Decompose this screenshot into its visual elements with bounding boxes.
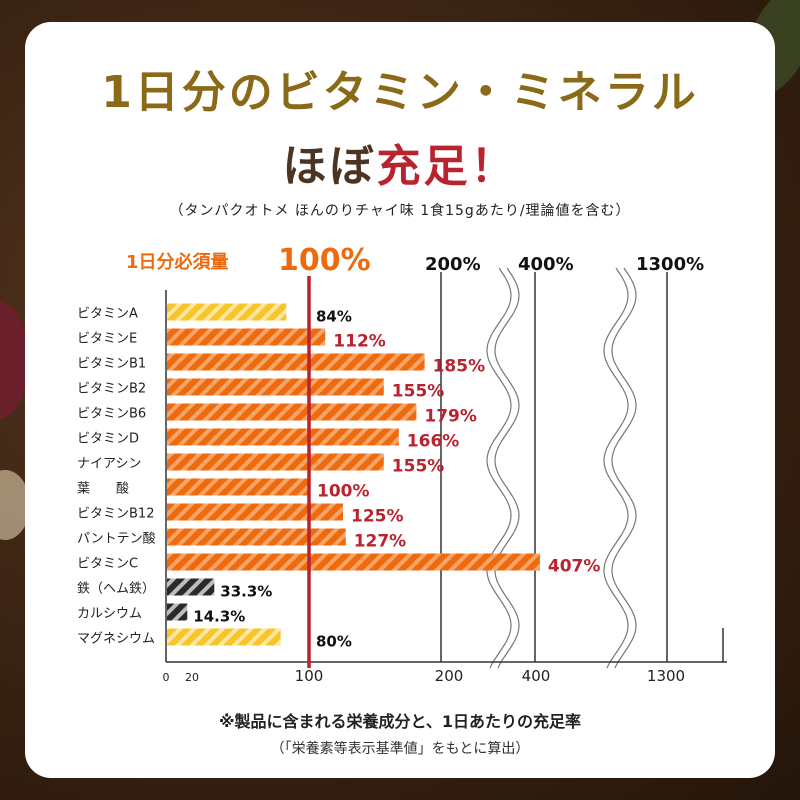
scale-label: 1300% xyxy=(636,254,704,275)
title-line-2: ほぼ充足！ xyxy=(25,130,775,194)
category-label: ビタミンC xyxy=(77,557,138,572)
bar xyxy=(167,428,399,446)
value-label: 112% xyxy=(333,332,386,352)
bar xyxy=(167,303,287,321)
value-label: 33.3% xyxy=(220,583,272,601)
title-prefix: ほぼ xyxy=(282,141,377,192)
break-band-1-edge-right xyxy=(494,267,520,669)
category-label: ビタミンA xyxy=(77,307,138,322)
category-label: ビタミンB12 xyxy=(77,507,154,522)
reference-label: 1日分必須量 xyxy=(126,251,229,273)
category-label: マグネシウム xyxy=(77,632,155,647)
value-label: 125% xyxy=(351,507,404,527)
value-label: 80% xyxy=(316,633,352,651)
bar xyxy=(167,453,384,471)
source-note: （「栄養素等表示基準値」をもとに算出） xyxy=(270,741,530,757)
bar xyxy=(167,578,215,596)
bar xyxy=(167,403,417,421)
x-tick-label: 400 xyxy=(522,667,551,685)
category-label: カルシウム xyxy=(77,607,142,622)
category-label: ビタミンD xyxy=(77,432,139,447)
bar xyxy=(167,503,343,521)
bar xyxy=(167,628,281,646)
value-label: 100% xyxy=(317,482,370,502)
category-label: ビタミンE xyxy=(77,332,137,347)
footnote: ※製品に含まれる栄養成分と、1日あたりの充足率 xyxy=(218,712,582,731)
subtitle: （タンパクオトメ ほんのりチャイ味 1食15gあたり/理論値を含む） xyxy=(169,203,631,219)
value-label: 185% xyxy=(433,357,486,377)
bar xyxy=(167,378,384,396)
value-label: 407% xyxy=(548,557,601,577)
x-tick-label: 1300 xyxy=(647,667,685,685)
scale-label: 400% xyxy=(518,254,574,275)
value-label: 179% xyxy=(424,407,477,427)
value-label: 14.3% xyxy=(193,608,245,626)
scale-label: 200% xyxy=(425,254,481,275)
title-suffix: ！ xyxy=(470,141,518,192)
bar xyxy=(167,353,425,371)
x-tick-label: 200 xyxy=(435,667,464,685)
value-label: 127% xyxy=(354,532,407,552)
category-label: パントテン酸 xyxy=(77,532,156,547)
bar xyxy=(167,528,346,546)
bar xyxy=(167,478,309,496)
value-label: 84% xyxy=(316,308,352,326)
category-label: 葉 酸 xyxy=(77,482,129,497)
infographic-card: 1日分のビタミン・ミネラル ほぼ充足！ （タンパクオトメ ほんのりチャイ味 1食… xyxy=(25,22,775,778)
x-tick-label: 20 xyxy=(185,671,199,684)
bar xyxy=(167,328,326,346)
break-band-1-gap xyxy=(486,265,520,671)
x-tick-label: 0 xyxy=(163,671,170,684)
x-tick-label: 100 xyxy=(295,667,324,685)
break-band-2-edge-right xyxy=(611,267,637,669)
bar xyxy=(167,553,540,571)
title-accent: 充足 xyxy=(376,141,471,192)
break-band-2-edge-left xyxy=(603,267,629,669)
break-band-2-gap xyxy=(603,265,637,671)
category-label: ビタミンB6 xyxy=(77,407,146,422)
value-label: 155% xyxy=(392,382,445,402)
break-band-1-edge-left xyxy=(486,267,512,669)
title-line-1: 1日分のビタミン・ミネラル xyxy=(101,67,699,118)
reference-value-label: 100% xyxy=(278,243,371,278)
category-label: ビタミンB1 xyxy=(77,357,146,372)
category-label: 鉄（ヘム鉄） xyxy=(77,582,155,597)
value-label: 166% xyxy=(407,432,460,452)
category-label: ナイアシン xyxy=(77,457,141,472)
value-label: 155% xyxy=(392,457,445,477)
bar xyxy=(167,603,188,621)
category-label: ビタミンB2 xyxy=(77,382,146,397)
